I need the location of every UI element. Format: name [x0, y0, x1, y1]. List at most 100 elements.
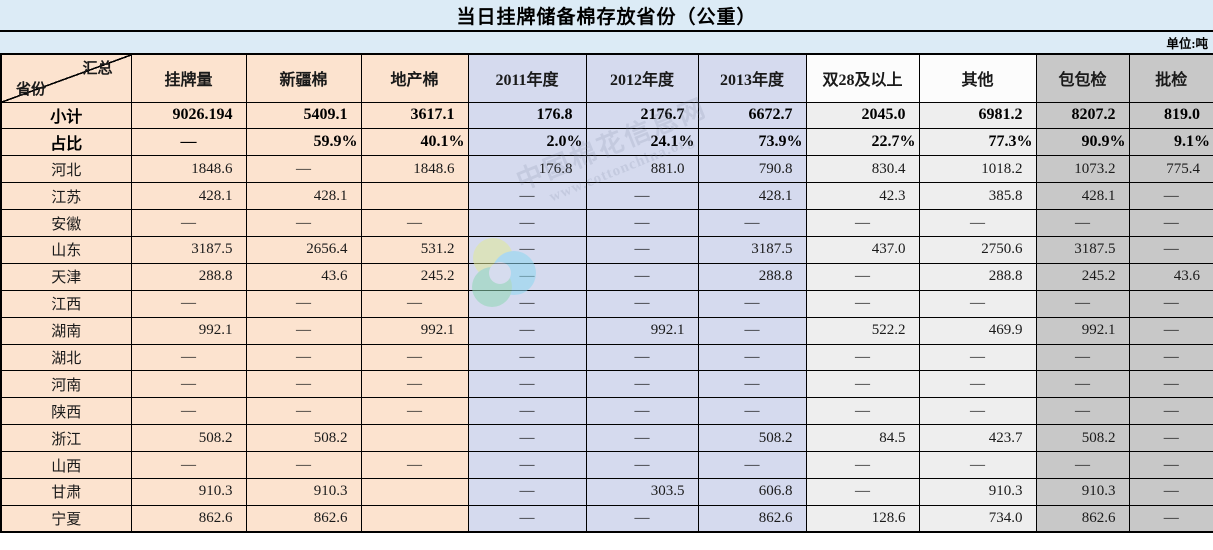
table-cell: 90.9%: [1035, 128, 1130, 157]
col-header: 双28及以上: [805, 53, 920, 103]
table-cell: —: [918, 343, 1037, 372]
table-cell: 59.9%: [245, 128, 362, 157]
row-label: 山东: [0, 235, 132, 264]
table-cell: 423.7: [918, 424, 1037, 453]
table-cell: —: [585, 262, 699, 291]
table-cell: 830.4: [805, 155, 920, 184]
table-cell: 3617.1: [360, 101, 469, 130]
table-cell: —: [1035, 289, 1130, 318]
col-header: 2012年度: [585, 53, 699, 103]
table-cell: 3187.5: [1035, 235, 1130, 264]
table-cell: 22.7%: [805, 128, 920, 157]
table-cell: 862.6: [245, 504, 362, 533]
table-cell: [360, 424, 469, 453]
table-cell: —: [918, 289, 1037, 318]
table-cell: —: [1128, 397, 1213, 426]
col-header: 2011年度: [467, 53, 587, 103]
table-cell: —: [130, 289, 247, 318]
table-cell: —: [245, 451, 362, 479]
table-cell: —: [697, 397, 807, 426]
table-cell: 3187.5: [697, 235, 807, 264]
table-cell: —: [467, 451, 587, 479]
table-cell: —: [585, 343, 699, 372]
table-cell: —: [585, 182, 699, 211]
table-cell: —: [805, 370, 920, 399]
row-label: 河北: [0, 155, 132, 184]
table-cell: —: [585, 370, 699, 399]
table-row: 江苏 428.1 428.1— —428.1 42.3 385.8 428.1—: [0, 182, 1213, 211]
table-cell: 437.0: [805, 235, 920, 264]
table-cell: —: [467, 424, 587, 453]
table-cell: —: [130, 370, 247, 399]
table-cell: 508.2: [245, 424, 362, 453]
table-cell: —: [1128, 316, 1213, 345]
table-cell: 288.8: [918, 262, 1037, 291]
table-cell: 2750.6: [918, 235, 1037, 264]
table-cell: 428.1: [697, 182, 807, 211]
table-cell: 819.0: [1128, 101, 1213, 130]
row-label: 浙江: [0, 424, 132, 453]
table-cell: [360, 182, 469, 211]
table-cell: —: [467, 209, 587, 237]
table-cell: 385.8: [918, 182, 1037, 211]
table-cell: —: [805, 209, 920, 237]
col-header: 2013年度: [697, 53, 807, 103]
table-cell: 73.9%: [697, 128, 807, 157]
table-cell: —: [130, 451, 247, 479]
table-cell: 40.1%: [360, 128, 469, 157]
table-cell: 881.0: [585, 155, 699, 184]
table-row: 浙江 508.2 508.2— —508.2 84.5 423.7 508.2—: [0, 424, 1213, 453]
table-cell: 176.8: [467, 155, 587, 184]
table-cell: 1073.2: [1035, 155, 1130, 184]
table-cell: —: [805, 477, 920, 506]
table-cell: 288.8: [697, 262, 807, 291]
table-cell: —: [697, 209, 807, 237]
table-cell: 2.0%: [467, 128, 587, 157]
table-cell: 5409.1: [245, 101, 362, 130]
table-cell: —: [585, 424, 699, 453]
table-cell: 24.1%: [585, 128, 699, 157]
col-header: 其他: [918, 53, 1037, 103]
table-cell: —: [918, 451, 1037, 479]
table-cell: —: [130, 343, 247, 372]
row-label: 甘肃: [0, 477, 132, 506]
table-cell: —: [585, 289, 699, 318]
table-cell: —: [1035, 209, 1130, 237]
table-cell: 42.3: [805, 182, 920, 211]
table-cell: —: [805, 451, 920, 479]
table-cell: —: [1128, 343, 1213, 372]
table-cell: 1848.6: [360, 155, 469, 184]
table-cell: —: [585, 209, 699, 237]
table-cell: 531.2: [360, 235, 469, 264]
table-cell: 288.8: [130, 262, 247, 291]
row-label: 河南: [0, 370, 132, 399]
row-label: 天津: [0, 262, 132, 291]
table-cell: 910.3: [130, 477, 247, 506]
table-cell: —: [360, 370, 469, 399]
table-cell: —: [467, 397, 587, 426]
table-cell: —: [467, 235, 587, 264]
table-cell: —: [467, 182, 587, 211]
row-label: 江苏: [0, 182, 132, 211]
table-cell: —: [1035, 370, 1130, 399]
table-cell: 1018.2: [918, 155, 1037, 184]
table-cell: 992.1: [585, 316, 699, 345]
table-cell: —: [130, 209, 247, 237]
table-cell: —: [1128, 209, 1213, 237]
table-cell: —: [130, 128, 247, 157]
corner-label-province: 省份: [16, 81, 47, 98]
table-cell: —: [467, 504, 587, 533]
table-cell: —: [360, 209, 469, 237]
row-label: 小计: [0, 101, 132, 130]
table-cell: 9.1%: [1128, 128, 1213, 157]
table-cell: 8207.2: [1035, 101, 1130, 130]
table-cell: —: [245, 209, 362, 237]
col-header: 批检: [1128, 53, 1213, 103]
table-row: 河北 1848.6—1848.6 176.8 881.0 790.8 830.4 1018.…: [0, 155, 1213, 184]
table-cell: —: [245, 316, 362, 345]
table-cell: 508.2: [697, 424, 807, 453]
table-cell: 910.3: [1035, 477, 1130, 506]
table-cell: 910.3: [245, 477, 362, 506]
table-cell: —: [245, 343, 362, 372]
corner-label-summary: 汇总: [82, 61, 113, 77]
